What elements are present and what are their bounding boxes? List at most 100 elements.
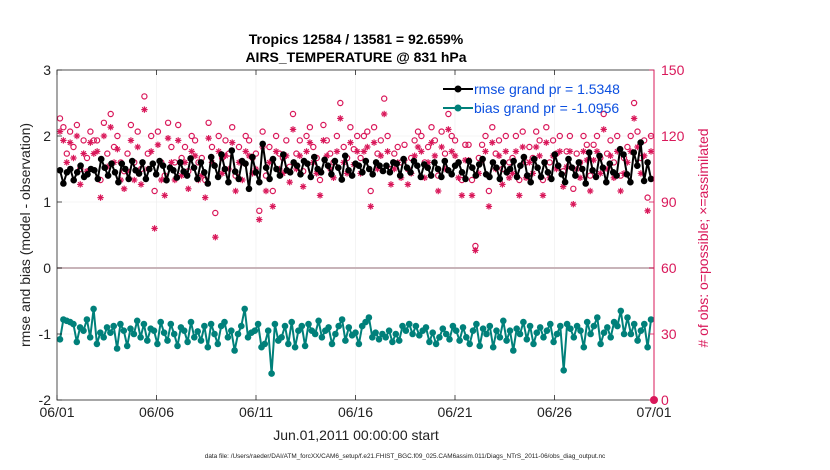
rmse-point — [579, 165, 586, 173]
possible-obs-point — [462, 141, 469, 148]
bias-point — [164, 337, 171, 344]
assimilated-obs-point — [539, 192, 547, 199]
bias-point — [543, 327, 551, 335]
rmse-point — [276, 172, 284, 179]
rmse-point — [383, 162, 390, 169]
rmse-point — [139, 159, 146, 166]
possible-obs-point — [445, 110, 452, 118]
bias-point — [392, 330, 400, 338]
assimilated-obs-point — [188, 148, 195, 155]
bias-point — [231, 347, 238, 354]
y-axis-right: 0 30 60 90 120 150 — [649, 62, 685, 408]
possible-obs-point — [333, 132, 341, 140]
bias-point — [493, 327, 500, 335]
rmse-point — [438, 173, 445, 181]
assimilated-obs-point — [164, 135, 172, 142]
possible-obs-point — [603, 150, 611, 157]
bias-point — [583, 318, 591, 326]
rmse-point — [345, 167, 352, 174]
rmse-point — [644, 159, 651, 166]
chart-title-line2: AIRS_TEMPERATURE @ 831 hPa — [245, 49, 466, 65]
rmse-point — [125, 175, 132, 183]
rmse-point — [242, 160, 249, 167]
rmse-point — [341, 152, 349, 160]
assimilated-obs-point — [617, 187, 624, 195]
bias-point — [389, 338, 396, 346]
assimilated-obs-point — [495, 152, 503, 159]
assimilated-obs-point — [147, 148, 155, 155]
rmse-point — [489, 159, 497, 166]
assimilated-obs-point — [66, 139, 74, 146]
bias-point — [520, 318, 527, 326]
rmse-point — [434, 165, 442, 173]
rmse-point — [197, 159, 205, 166]
rmse-point — [204, 180, 212, 187]
rmse-point — [97, 155, 105, 163]
bias-point — [110, 322, 117, 330]
possible-obs-point — [151, 187, 158, 195]
possible-obs-point — [478, 141, 486, 148]
possible-obs-point — [134, 128, 141, 135]
bias-point — [597, 340, 604, 348]
assimilated-obs-point — [80, 150, 87, 157]
bias-point — [184, 338, 191, 346]
assimilated-obs-point — [168, 159, 175, 166]
possible-obs-point — [164, 119, 172, 127]
assimilated-obs-point — [384, 148, 391, 155]
assimilated-obs-point — [97, 194, 104, 201]
assimilated-obs-point — [468, 192, 476, 199]
rmse-point — [603, 178, 610, 186]
possible-obs-point — [607, 137, 614, 144]
possible-obs-point — [630, 99, 638, 107]
assimilated-obs-point — [526, 159, 533, 166]
bias-point — [103, 324, 111, 331]
possible-obs-point — [448, 132, 455, 140]
rmse-point — [582, 180, 589, 187]
possible-obs-point — [492, 150, 499, 157]
x-tick-label: 06/21 — [437, 404, 472, 420]
rmse-point — [455, 159, 462, 166]
bias-point — [547, 320, 554, 328]
rmse-point — [565, 155, 572, 163]
rmse-point — [269, 155, 277, 163]
possible-obs-point — [536, 137, 543, 144]
bias-point — [221, 318, 228, 326]
bias-point — [513, 325, 520, 333]
legend-rmse-label: rmse grand pr = 1.5348 — [474, 81, 620, 97]
rmse-point — [592, 173, 600, 181]
assimilated-obs-point — [377, 152, 385, 159]
bias-point — [342, 337, 349, 344]
assimilated-obs-point — [185, 185, 192, 192]
assimilated-obs-point — [360, 148, 368, 155]
rmse-point — [321, 156, 328, 164]
rmse-point — [194, 175, 201, 183]
possible-obs-point — [624, 143, 631, 151]
possible-obs-point — [228, 123, 236, 131]
rmse-point — [524, 172, 531, 179]
assimilated-obs-point — [181, 159, 189, 166]
possible-obs-point — [272, 132, 280, 140]
assimilated-obs-point — [137, 181, 145, 188]
possible-obs-point — [124, 150, 131, 157]
possible-obs-point — [181, 143, 189, 151]
bias-point — [318, 334, 326, 341]
possible-obs-point — [306, 123, 314, 131]
possible-obs-point — [104, 150, 111, 157]
possible-obs-point — [431, 137, 439, 144]
y-right-tick-label: 0 — [661, 392, 669, 408]
possible-obs-point — [441, 150, 449, 157]
possible-obs-point — [418, 132, 425, 140]
bias-point — [607, 334, 614, 341]
bias-point — [580, 343, 588, 351]
assimilated-obs-point — [512, 148, 520, 155]
rmse-point — [551, 151, 559, 158]
possible-obs-point — [370, 123, 378, 131]
assimilated-obs-point — [570, 201, 577, 208]
y-axis-right-label: # of obs: o=possible; ×=assimilated — [695, 128, 711, 347]
possible-obs-point — [414, 128, 422, 135]
rmse-point — [255, 178, 263, 186]
possible-obs-point — [114, 132, 121, 140]
rmse-point — [91, 167, 98, 174]
bias-point — [483, 330, 490, 338]
assimilated-obs-point — [418, 148, 425, 155]
